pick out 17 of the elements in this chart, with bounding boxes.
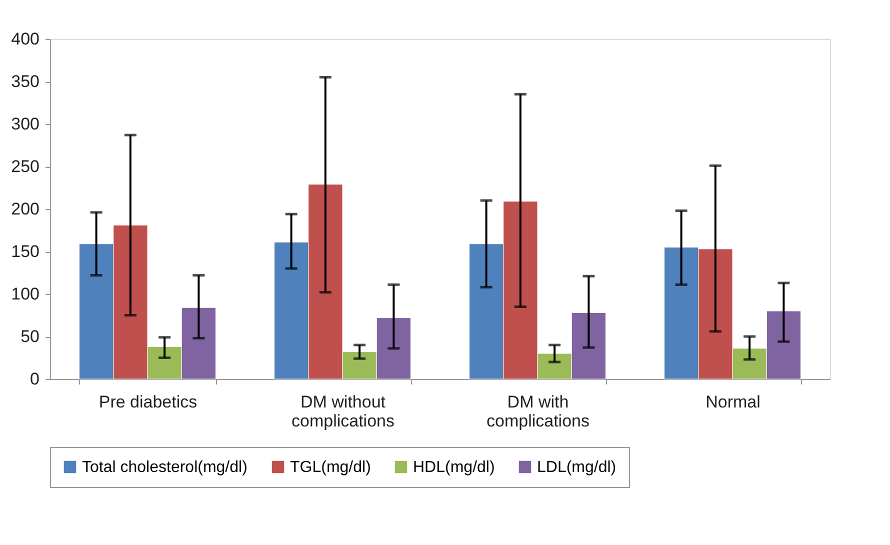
y-tick-label: 300 bbox=[11, 114, 40, 134]
y-tick-label: 50 bbox=[20, 327, 40, 346]
legend-label: LDL(mg/dl) bbox=[537, 459, 616, 476]
legend-label: TGL(mg/dl) bbox=[290, 459, 371, 476]
y-tick-label: 200 bbox=[11, 200, 40, 218]
y-tick-label: 400 bbox=[11, 30, 40, 48]
y-tick-label: 250 bbox=[11, 157, 40, 176]
y-tick-label: 100 bbox=[11, 284, 40, 304]
y-tick-label: 0 bbox=[30, 370, 40, 388]
x-tick-label: Normal bbox=[706, 392, 760, 412]
legend-label: HDL(mg/dl) bbox=[413, 459, 495, 476]
y-tick-label: 150 bbox=[11, 242, 40, 261]
y-tick-label: 350 bbox=[11, 72, 40, 91]
x-tick-label: Pre diabetics bbox=[98, 392, 198, 412]
x-tick-label: DM with complications bbox=[486, 392, 590, 430]
x-tick-label: DM without complications bbox=[292, 392, 394, 430]
legend-label: Total cholesterol(mg/dl) bbox=[82, 459, 248, 476]
